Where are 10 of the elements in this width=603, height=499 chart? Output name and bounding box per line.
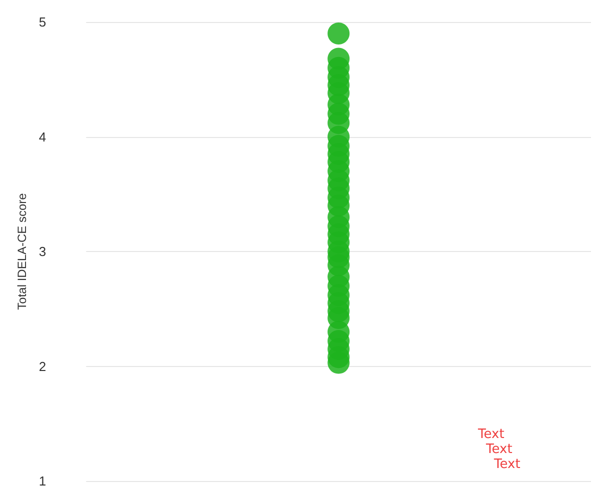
annotation: Text [493,457,520,472]
point [328,22,350,44]
annotation: Text [485,442,512,457]
y-tick-label: 1 [38,474,46,488]
annotation: Text [477,427,504,442]
y-tick-label: 2 [38,358,46,374]
y-tick-label: 5 [38,14,46,30]
y-tick-label: 3 [38,244,46,259]
y-tick-label: 4 [38,129,46,144]
y-axis-title: Total IDELA-CE score [15,192,29,310]
